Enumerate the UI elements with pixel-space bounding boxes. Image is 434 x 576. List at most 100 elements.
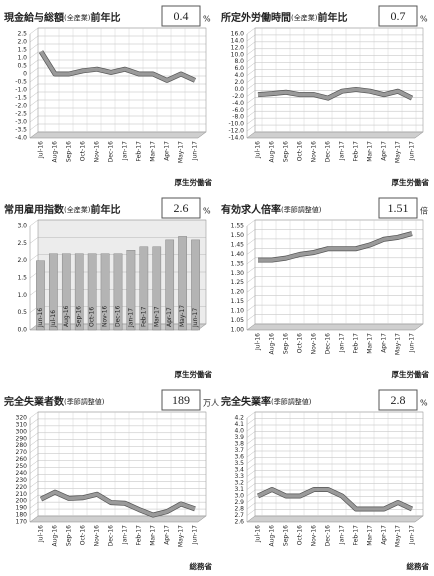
x-tick-label: Jul-16 xyxy=(255,141,262,159)
y-tick-label: -1.0 xyxy=(15,87,27,94)
y-tick-label: 1.15 xyxy=(231,298,245,305)
x-tick-label: Nov-16 xyxy=(311,333,318,355)
y-tick-label: 2.0 xyxy=(234,79,244,86)
y-tick-label: 1.0 xyxy=(17,55,27,62)
grid-line xyxy=(29,501,39,509)
y-tick-label: 240 xyxy=(16,470,28,477)
title-part: 前年比 xyxy=(317,11,347,24)
grid-line xyxy=(246,69,256,76)
grid-line xyxy=(246,41,256,49)
y-tick-label: 3.5 xyxy=(234,460,244,467)
grid-line xyxy=(29,446,39,453)
x-tick-label: Aug-16 xyxy=(269,141,276,163)
grid-line xyxy=(29,75,39,83)
y-tick-label: -6.0 xyxy=(232,107,244,114)
grid-line xyxy=(246,267,256,274)
x-tick-label: Mar-17 xyxy=(150,525,157,546)
grid-line xyxy=(29,425,39,433)
x-tick-label: Oct-16 xyxy=(80,525,87,545)
bar xyxy=(126,250,136,331)
grid-line xyxy=(246,55,256,62)
x-tick-label: Jun-17 xyxy=(409,141,416,161)
value-box xyxy=(161,389,201,411)
x-tick-label: Dec-16 xyxy=(115,305,122,327)
value: 189 xyxy=(172,393,190,407)
y-tick-label: 4.0 xyxy=(234,428,244,435)
source: 厚生労働省 xyxy=(392,369,430,379)
grid-line xyxy=(29,43,39,51)
x-tick-label: Mar-17 xyxy=(367,525,374,546)
source: 厚生労働省 xyxy=(392,177,430,187)
value-box xyxy=(161,197,201,219)
grid-line xyxy=(29,439,39,446)
x-tick-label: Aug-16 xyxy=(52,141,59,163)
y-tick-label: -2.0 xyxy=(15,103,27,110)
y-tick-label: 3.2 xyxy=(234,480,244,487)
bar xyxy=(74,253,84,331)
y-tick-label: -3.0 xyxy=(15,119,27,126)
grid-line xyxy=(246,470,256,477)
title-part: 前年比 xyxy=(90,203,120,216)
y-tick-label: 2.6 xyxy=(234,519,244,526)
value-box xyxy=(161,5,201,27)
grid-line xyxy=(246,257,256,264)
y-tick-label: 280 xyxy=(16,442,28,449)
y-tick-label: 3.9 xyxy=(234,434,244,441)
y-tick-label: 3.0 xyxy=(17,223,27,230)
bar xyxy=(165,239,175,331)
title-part: (季節調整値) xyxy=(64,397,105,406)
grid-line xyxy=(29,495,39,502)
grid-line xyxy=(246,111,256,118)
grid-line xyxy=(29,488,39,495)
unit: 倍 xyxy=(420,206,428,216)
y-tick-label: 1.00 xyxy=(231,327,245,334)
x-tick-label: Sep-16 xyxy=(76,306,83,327)
y-tick-label: 220 xyxy=(16,484,28,491)
grid-line xyxy=(29,481,39,488)
title-part: 完全失業率 xyxy=(221,395,271,408)
title-part: (全産業) xyxy=(291,13,318,22)
grid-line xyxy=(29,418,39,426)
x-tick-label: Nov-16 xyxy=(94,141,101,163)
grid-line xyxy=(29,51,39,59)
bar xyxy=(61,253,71,331)
grid-line xyxy=(246,124,256,132)
value: 0.4 xyxy=(174,9,189,23)
x-tick-label: Sep-16 xyxy=(66,141,73,162)
title-part: 常用雇用指数 xyxy=(4,203,65,216)
grid-line xyxy=(246,424,256,432)
y-tick-label: 1.30 xyxy=(231,270,245,277)
value-box xyxy=(378,5,418,27)
x-tick-label: May-17 xyxy=(395,141,402,163)
bar xyxy=(178,236,187,331)
x-tick-label: May-17 xyxy=(395,525,402,547)
grid-line xyxy=(246,411,256,419)
grid-line xyxy=(246,131,256,139)
x-tick-label: May-17 xyxy=(179,305,186,327)
x-tick-label: Feb-17 xyxy=(353,141,360,162)
unit: % xyxy=(420,399,428,408)
x-tick-label: May-17 xyxy=(178,141,185,163)
y-tick-label: 320 xyxy=(16,415,28,422)
y-tick-label: 2.5 xyxy=(17,240,27,247)
y-tick-label: 3.3 xyxy=(234,473,244,480)
x-tick-label: Nov-16 xyxy=(311,525,318,547)
value: 0.7 xyxy=(391,9,406,23)
bar xyxy=(139,246,149,331)
source: 厚生労働省 xyxy=(175,369,213,379)
title-part: 前年比 xyxy=(90,11,120,24)
grid-line xyxy=(29,83,39,91)
grid-line xyxy=(29,91,39,99)
x-tick-label: Jun-17 xyxy=(409,525,416,545)
grid-line xyxy=(246,27,256,35)
title-part: 有効求人倍率 xyxy=(221,203,281,216)
grid-line xyxy=(246,489,256,497)
grid-line xyxy=(29,474,39,481)
grid-line xyxy=(246,483,256,490)
plot-floor xyxy=(29,515,207,523)
grid-line xyxy=(246,457,256,464)
grid-line xyxy=(246,48,256,55)
unit: 万人 xyxy=(203,399,219,408)
plot-back xyxy=(37,27,207,133)
x-tick-label: Apr-17 xyxy=(381,525,388,545)
